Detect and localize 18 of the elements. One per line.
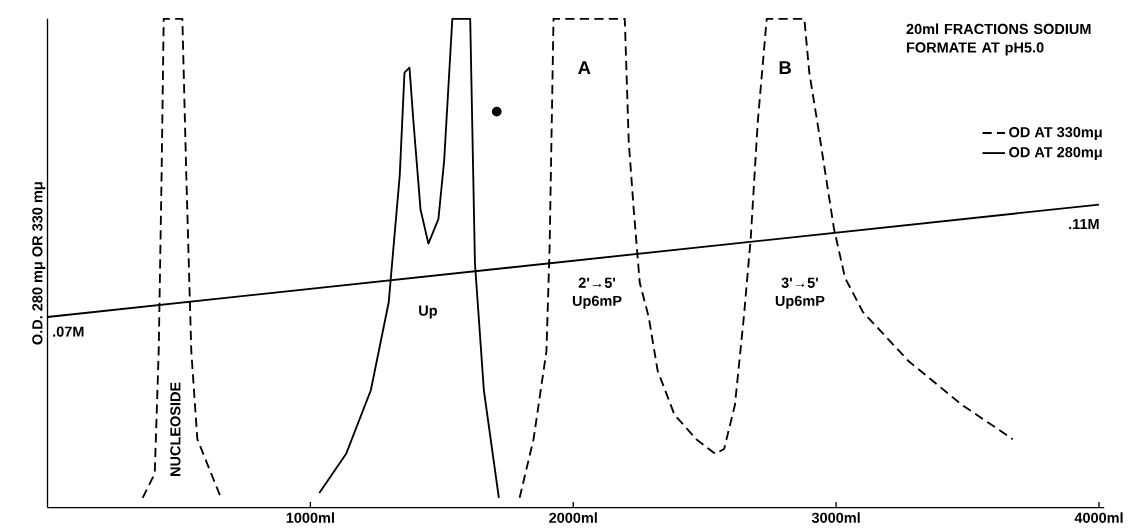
- annotation: Up: [419, 305, 437, 319]
- annotation: Up6mP: [775, 295, 825, 309]
- annotation: 3'→5': [781, 277, 818, 288]
- annotation: Up6mP: [572, 295, 622, 309]
- x-tick-label: 3000ml: [811, 512, 860, 523]
- annotation: .11M: [1069, 218, 1099, 229]
- legend-label: OD AT 330mμ: [1009, 126, 1102, 140]
- legend-label: OD AT 280mμ: [1009, 146, 1102, 160]
- x-tick-label: 1000ml: [286, 512, 334, 523]
- x-tick-label: 4000ml: [1074, 512, 1123, 523]
- legend-title: 20ml FRACTIONS SODIUM FORMATE AT pH5.0: [906, 23, 1091, 56]
- annotation: .07M: [53, 326, 84, 337]
- annotation: NUCLEOSIDE: [170, 382, 181, 476]
- x-tick-label: 2000ml: [549, 512, 597, 523]
- annotation: 2'→5': [578, 277, 616, 288]
- y-axis-title: O.D. 280 mμ OR 330 mμ: [32, 182, 46, 345]
- annotation: A: [578, 61, 591, 74]
- annotation: B: [779, 61, 791, 74]
